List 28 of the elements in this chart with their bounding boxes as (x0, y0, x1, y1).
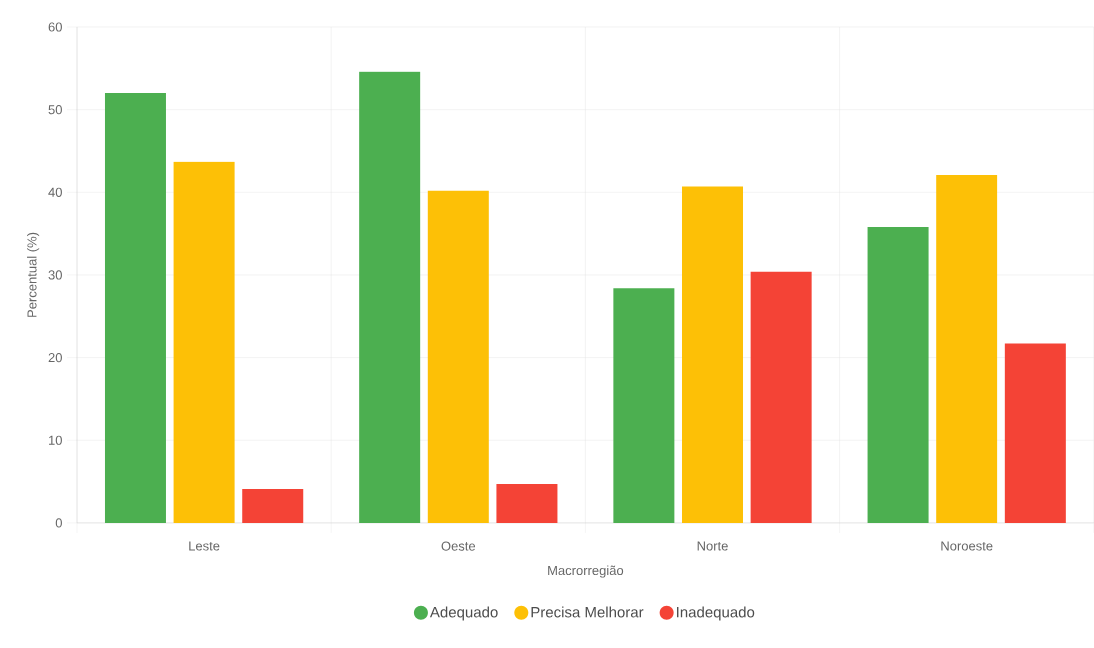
x-tick-label: Leste (189, 541, 220, 551)
y-tick-label: 50 (48, 105, 62, 115)
x-tick-label: Noroeste (941, 541, 993, 551)
bar (936, 174, 998, 523)
y-tick-label: 0 (55, 518, 62, 528)
bar (496, 484, 558, 523)
bar (1004, 343, 1066, 523)
bar (242, 489, 304, 523)
bar (173, 161, 235, 523)
x-axis-title: Macrorregião (548, 565, 624, 578)
bar (104, 93, 166, 523)
y-axis-title: Percentual (%) (27, 232, 40, 317)
bar (867, 227, 929, 523)
legend-label: Inadequado (677, 606, 755, 621)
bar (359, 71, 421, 523)
bar (427, 190, 489, 523)
bar (682, 186, 744, 523)
x-tick-label: Oeste (441, 541, 476, 551)
y-tick-label: 60 (48, 22, 62, 32)
y-tick-label: 10 (49, 435, 62, 445)
y-tick-label: 30 (48, 270, 62, 280)
x-tick-label: Norte (697, 541, 728, 551)
bar (613, 288, 675, 523)
y-tick-label: 20 (48, 353, 62, 363)
bar (750, 271, 812, 523)
legend-label: Adequado (429, 606, 498, 621)
legend-label: Precisa Melhorar (531, 606, 644, 618)
y-tick-label: 40 (48, 187, 62, 197)
